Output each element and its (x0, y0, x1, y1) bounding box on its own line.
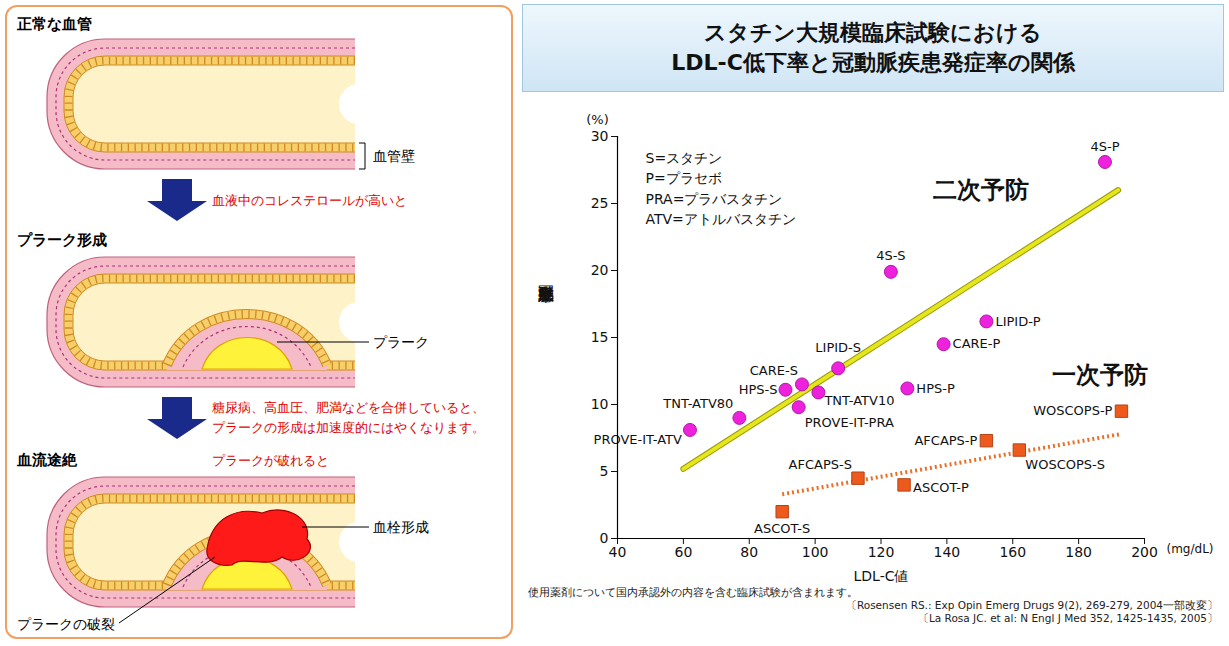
svg-text:プラークの形成は加速度的にはやくなります。: プラークの形成は加速度的にはやくなります。 (212, 420, 485, 435)
svg-text:180: 180 (1065, 544, 1092, 560)
svg-text:HPS-S: HPS-S (739, 382, 778, 397)
svg-text:プラーク: プラーク (373, 334, 429, 350)
svg-text:30: 30 (591, 128, 609, 144)
svg-text:HPS-P: HPS-P (916, 381, 955, 396)
svg-text:血栓形成: 血栓形成 (373, 519, 429, 535)
svg-text:80: 80 (740, 544, 758, 560)
svg-text:4S-S: 4S-S (876, 248, 905, 263)
svg-text:15: 15 (591, 329, 609, 345)
svg-text:(mg/dL): (mg/dL) (1167, 542, 1214, 556)
svg-text:(%): (%) (586, 112, 609, 127)
svg-text:TNT-ATV80: TNT-ATV80 (662, 396, 733, 411)
svg-text:TNT-ATV10: TNT-ATV10 (823, 393, 894, 408)
svg-text:ASCOT-P: ASCOT-P (913, 480, 969, 495)
svg-text:5: 5 (600, 463, 609, 479)
svg-text:ASCOT-S: ASCOT-S (754, 521, 810, 536)
html-text:LDL-C低下率と冠動脈疾患発症率の関係: LDL-C低下率と冠動脈疾患発症率の関係 (671, 50, 1075, 75)
html-text:〔Rosensen RS.: Exp Opin Emerg: 〔Rosensen RS.: Exp Opin Emerg Drugs 9(2)… (845, 599, 1218, 611)
svg-text:60: 60 (674, 544, 692, 560)
svg-text:プラーク形成: プラーク形成 (17, 231, 107, 249)
svg-text:WOSCOPS-P: WOSCOPS-P (1033, 403, 1112, 418)
svg-text:糖尿病、高血圧、肥満などを合併していると、: 糖尿病、高血圧、肥満などを合併していると、 (212, 400, 485, 415)
svg-text:CARE-P: CARE-P (953, 336, 1001, 351)
svg-text:140: 140 (934, 544, 961, 560)
svg-text:10: 10 (591, 396, 609, 412)
svg-text:0: 0 (600, 530, 609, 546)
svg-text:PROVE-IT-PRA: PROVE-IT-PRA (805, 415, 894, 430)
svg-text:血液中のコレステロールが高いと: 血液中のコレステロールが高いと (212, 193, 407, 208)
svg-text:WOSCOPS-S: WOSCOPS-S (1025, 457, 1105, 472)
svg-text:20: 20 (591, 262, 609, 278)
svg-text:LIPID-P: LIPID-P (995, 314, 1040, 329)
svg-text:200: 200 (1131, 544, 1158, 560)
svg-text:プラークが破れると: プラークが破れると (212, 453, 329, 468)
svg-text:LDL-C値: LDL-C値 (854, 568, 909, 584)
svg-text:AFCAPS-P: AFCAPS-P (914, 433, 977, 448)
svg-text:160: 160 (999, 544, 1026, 560)
svg-text:二次予防: 二次予防 (933, 176, 1029, 204)
svg-text:PROVE-IT-ATV: PROVE-IT-ATV (594, 432, 682, 447)
html-text:スタチン大規模臨床試験における: スタチン大規模臨床試験における (704, 20, 1042, 46)
svg-text:4S-P: 4S-P (1090, 139, 1119, 154)
svg-text:120: 120 (868, 544, 895, 560)
html-text:使用薬剤について国内承認外の内容を含む臨床試験が含まれます。: 使用薬剤について国内承認外の内容を含む臨床試験が含まれます。 (528, 586, 858, 599)
svg-text:100: 100 (802, 544, 829, 560)
svg-text:血管壁: 血管壁 (373, 148, 415, 164)
svg-text:AFCAPS-S: AFCAPS-S (789, 457, 852, 472)
svg-text:S=スタチンP=プラセボPRA=プラバスタチンATV=アトル: S=スタチンP=プラセボPRA=プラバスタチンATV=アトルバスタチン (646, 150, 796, 227)
svg-text:正常な血管: 正常な血管 (16, 15, 92, 33)
svg-text:40: 40 (609, 544, 627, 560)
svg-text:一次予防: 一次予防 (1052, 361, 1148, 389)
svg-text:プラークの破裂: プラークの破裂 (17, 616, 115, 632)
svg-text:LIPID-S: LIPID-S (815, 340, 861, 355)
svg-text:25: 25 (591, 195, 609, 211)
html-text:〔La Rosa JC. et al: N Engl J M: 〔La Rosa JC. et al: N Engl J Med 352, 14… (917, 612, 1218, 624)
svg-text:血流途絶: 血流途絶 (16, 451, 78, 469)
svg-text:CARE-S: CARE-S (750, 363, 798, 378)
